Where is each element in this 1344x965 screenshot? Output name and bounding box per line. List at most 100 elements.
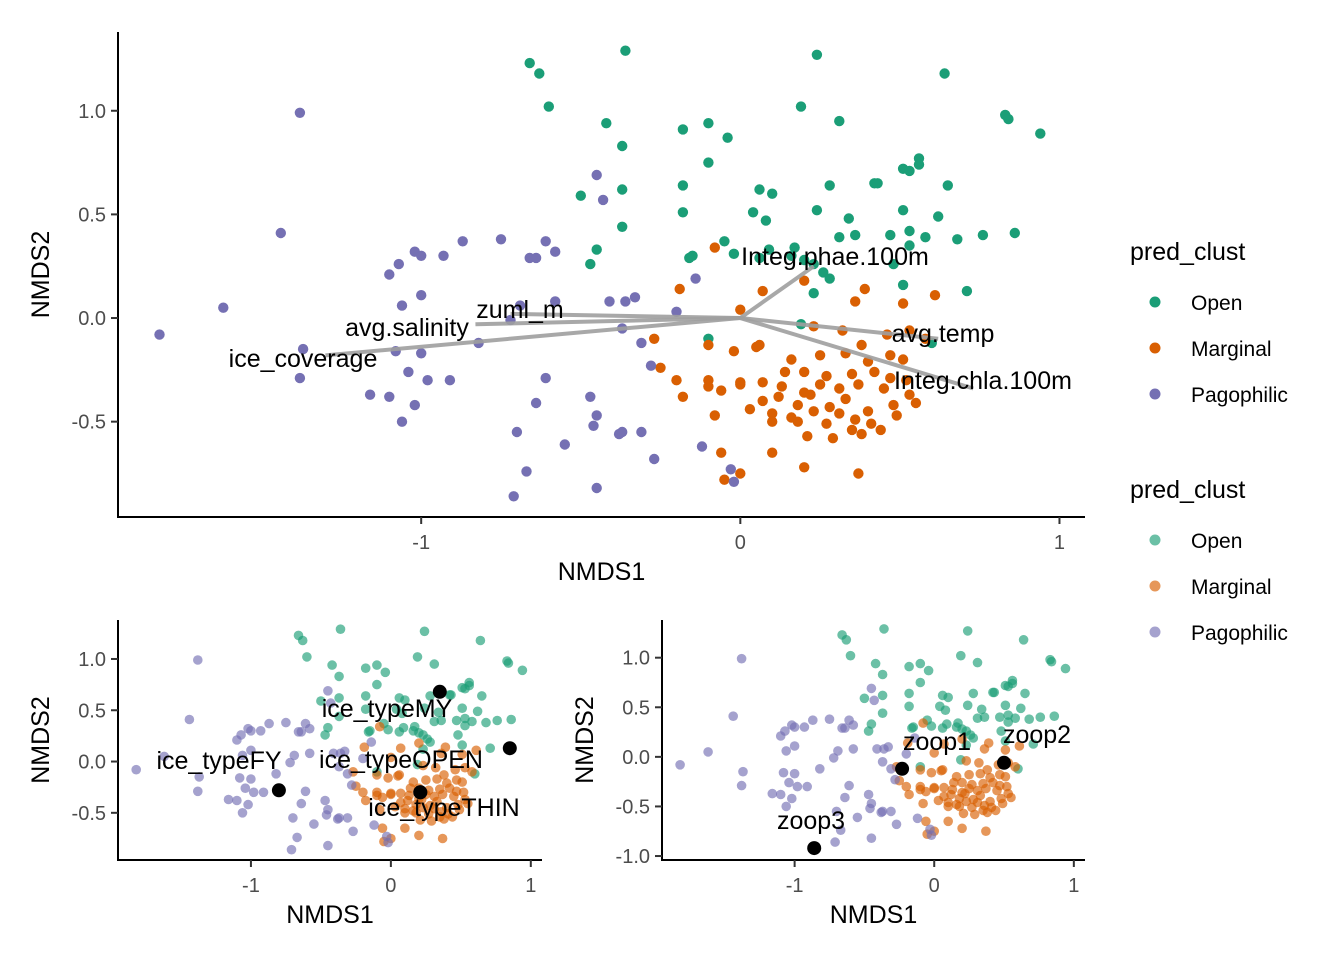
data-point xyxy=(886,806,896,817)
data-point xyxy=(384,391,395,402)
data-point xyxy=(997,798,1008,809)
data-point xyxy=(684,252,695,264)
fit-points: ice_typeMY ice_typeFY ice_typeOPEN ice_type… xyxy=(156,684,520,822)
data-point xyxy=(297,343,309,355)
data-point xyxy=(877,669,888,680)
data-point xyxy=(450,764,461,775)
data-point xyxy=(904,789,914,800)
data-point xyxy=(956,650,966,661)
data-point xyxy=(799,722,810,732)
data-point xyxy=(395,788,406,799)
data-point xyxy=(824,273,835,284)
data-point xyxy=(904,688,914,699)
data-point xyxy=(786,250,797,261)
data-point xyxy=(913,159,925,170)
y-tick-label: -0.5 xyxy=(616,796,650,818)
data-point xyxy=(457,703,468,713)
data-point xyxy=(883,742,893,752)
data-point xyxy=(827,433,839,444)
data-point xyxy=(779,366,791,378)
data-point xyxy=(360,691,371,701)
data-point xyxy=(422,375,433,386)
data-point xyxy=(920,232,931,243)
data-point xyxy=(360,795,371,806)
data-point xyxy=(386,789,396,800)
data-point xyxy=(981,783,991,794)
fit-point xyxy=(271,783,286,798)
data-point xyxy=(789,722,800,732)
data-point xyxy=(334,813,344,823)
data-point xyxy=(789,768,800,779)
data-point xyxy=(943,816,953,827)
data-point xyxy=(255,726,266,736)
data-point xyxy=(400,695,410,705)
data-point xyxy=(432,796,442,807)
data-point xyxy=(888,399,899,411)
data-point xyxy=(983,738,994,748)
y-tick-label: 1.0 xyxy=(78,649,106,671)
fit-point xyxy=(432,684,447,699)
data-point xyxy=(674,283,685,295)
data-point xyxy=(943,692,953,703)
data-point xyxy=(677,391,689,402)
data-point xyxy=(915,658,926,669)
data-point xyxy=(952,234,963,245)
data-point xyxy=(604,296,615,307)
data-point xyxy=(792,416,803,427)
data-point xyxy=(1014,741,1025,751)
data-point xyxy=(271,769,281,779)
data-point xyxy=(439,770,449,780)
data-point xyxy=(393,771,403,781)
data-point xyxy=(862,406,874,417)
data-point xyxy=(649,453,660,465)
fit-point-label: zoop3 xyxy=(777,807,845,835)
x-tick-label: -1 xyxy=(786,875,804,897)
data-point xyxy=(719,236,730,247)
data-point xyxy=(320,795,330,806)
data-point xyxy=(511,426,523,438)
data-point xyxy=(992,785,1002,796)
data-point xyxy=(982,807,993,818)
data-point xyxy=(1035,128,1046,139)
data-point xyxy=(335,624,346,634)
data-point xyxy=(716,447,727,458)
data-point xyxy=(503,658,514,668)
data-point xyxy=(943,801,953,812)
data-point xyxy=(942,719,952,729)
data-point xyxy=(358,753,368,764)
data-point xyxy=(863,726,874,736)
vector-label: zuml_m xyxy=(476,296,564,324)
data-point xyxy=(645,360,657,371)
data-point xyxy=(232,735,242,745)
data-point xyxy=(540,236,551,247)
data-point xyxy=(636,426,647,438)
data-point xyxy=(411,808,421,818)
data-point xyxy=(530,252,542,264)
data-point xyxy=(904,225,915,237)
data-point xyxy=(728,248,740,259)
data-point xyxy=(897,205,909,216)
data-point xyxy=(850,414,861,425)
data-point xyxy=(841,635,852,645)
data-point xyxy=(543,101,554,112)
data-point xyxy=(292,832,302,843)
data-point xyxy=(377,792,388,803)
data-point xyxy=(364,389,376,400)
series-pagophilic xyxy=(131,655,393,855)
data-point xyxy=(246,745,256,756)
legend-2: pred_clust Open Marginal Pagophilic xyxy=(1130,476,1288,645)
data-point xyxy=(585,391,596,402)
data-point xyxy=(834,115,845,127)
legend-key-marginal xyxy=(1149,342,1161,354)
data-point xyxy=(629,292,641,303)
data-point xyxy=(194,772,204,782)
legend-key-marginal xyxy=(1149,580,1161,592)
data-point xyxy=(1049,711,1060,721)
data-point xyxy=(460,762,470,773)
data-point xyxy=(907,723,917,733)
data-point xyxy=(246,726,256,736)
data-point xyxy=(457,740,468,750)
data-point xyxy=(814,350,826,361)
data-point xyxy=(467,767,477,777)
